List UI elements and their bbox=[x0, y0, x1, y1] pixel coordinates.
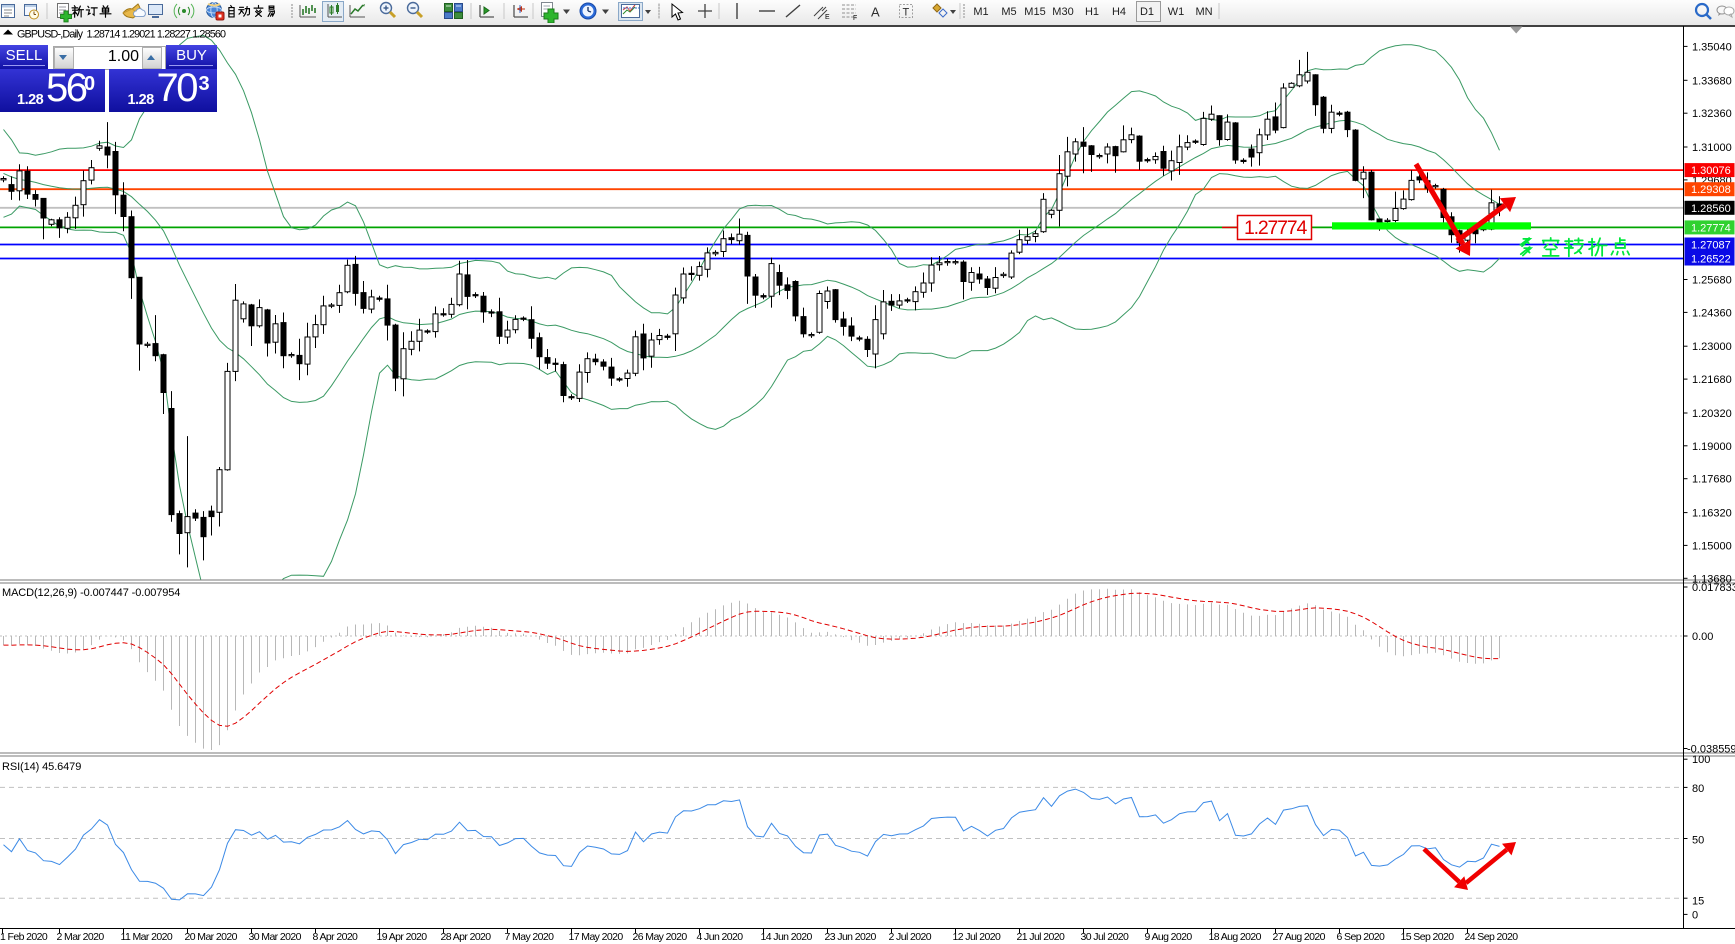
svg-text:30 Mar 2020: 30 Mar 2020 bbox=[249, 931, 302, 943]
svg-text:21 Jul 2020: 21 Jul 2020 bbox=[1017, 931, 1065, 943]
svg-text:1.28560: 1.28560 bbox=[1691, 203, 1731, 215]
svg-text:30 Jul 2020: 30 Jul 2020 bbox=[1081, 931, 1129, 943]
svg-text:20 Mar 2020: 20 Mar 2020 bbox=[185, 931, 238, 943]
svg-text:1.26522: 1.26522 bbox=[1691, 254, 1731, 266]
svg-text:80: 80 bbox=[1692, 783, 1704, 795]
svg-text:H4: H4 bbox=[1112, 6, 1126, 18]
svg-text:1.33680: 1.33680 bbox=[1692, 75, 1732, 87]
svg-text:1.19000: 1.19000 bbox=[1692, 441, 1732, 453]
svg-text:1.13680: 1.13680 bbox=[1692, 573, 1732, 585]
svg-text:M5: M5 bbox=[1001, 6, 1016, 18]
svg-text:12 Jul 2020: 12 Jul 2020 bbox=[953, 931, 1001, 943]
svg-text:A: A bbox=[871, 5, 880, 20]
svg-text:M15: M15 bbox=[1024, 6, 1045, 18]
svg-text:50: 50 bbox=[1692, 834, 1704, 846]
svg-text:1.16320: 1.16320 bbox=[1692, 508, 1732, 520]
svg-text:9 Aug 2020: 9 Aug 2020 bbox=[1145, 931, 1193, 943]
svg-text:1.27087: 1.27087 bbox=[1691, 240, 1731, 252]
svg-text:GBPUSD-,Daily 1.28714 1.29021: GBPUSD-,Daily 1.28714 1.29021 1.28227 1.… bbox=[17, 29, 226, 41]
svg-text:8 Apr 2020: 8 Apr 2020 bbox=[313, 931, 359, 943]
svg-text:MN: MN bbox=[1195, 6, 1212, 18]
svg-text:18 Aug 2020: 18 Aug 2020 bbox=[1209, 931, 1262, 943]
svg-text:1.21680: 1.21680 bbox=[1692, 374, 1732, 386]
svg-text:RSI(14) 45.6479: RSI(14) 45.6479 bbox=[2, 761, 81, 773]
svg-text:1.23000: 1.23000 bbox=[1692, 341, 1732, 353]
svg-text:14 Jun 2020: 14 Jun 2020 bbox=[761, 931, 813, 943]
svg-text:T: T bbox=[903, 7, 910, 19]
svg-text:1.24360: 1.24360 bbox=[1692, 307, 1732, 319]
svg-text:6 Sep 2020: 6 Sep 2020 bbox=[1337, 931, 1385, 943]
svg-text:1.30076: 1.30076 bbox=[1691, 165, 1731, 177]
svg-text:15: 15 bbox=[1692, 895, 1704, 907]
svg-text:28 Apr 2020: 28 Apr 2020 bbox=[441, 931, 492, 943]
svg-text:F: F bbox=[853, 15, 857, 22]
svg-text:0.017833: 0.017833 bbox=[1692, 582, 1735, 594]
svg-text:M30: M30 bbox=[1052, 6, 1073, 18]
svg-text:M1: M1 bbox=[973, 6, 988, 18]
svg-text:1 Feb 2020: 1 Feb 2020 bbox=[0, 931, 48, 943]
svg-text:1.31000: 1.31000 bbox=[1692, 142, 1732, 154]
svg-text:H1: H1 bbox=[1085, 6, 1099, 18]
svg-text:7 May 2020: 7 May 2020 bbox=[505, 931, 555, 943]
svg-text:24 Sep 2020: 24 Sep 2020 bbox=[1465, 931, 1519, 943]
svg-text:1.27774: 1.27774 bbox=[1244, 217, 1307, 239]
svg-text:100: 100 bbox=[1692, 754, 1710, 766]
svg-text:0: 0 bbox=[1692, 909, 1698, 921]
svg-text:D1: D1 bbox=[1140, 6, 1154, 18]
svg-text:E: E bbox=[825, 14, 830, 21]
svg-text:11 Mar 2020: 11 Mar 2020 bbox=[121, 931, 173, 943]
svg-text:1.20320: 1.20320 bbox=[1692, 408, 1732, 420]
svg-text:1.29308: 1.29308 bbox=[1691, 184, 1731, 196]
svg-text:15 Sep 2020: 15 Sep 2020 bbox=[1401, 931, 1455, 943]
svg-text:1.35040: 1.35040 bbox=[1692, 41, 1732, 53]
svg-text:27 Aug 2020: 27 Aug 2020 bbox=[1273, 931, 1326, 943]
svg-text:23 Jun 2020: 23 Jun 2020 bbox=[825, 931, 877, 943]
svg-text:MACD(12,26,9) -0.007447 -0.007: MACD(12,26,9) -0.007447 -0.007954 bbox=[2, 587, 180, 599]
svg-text:1.25680: 1.25680 bbox=[1692, 275, 1732, 287]
svg-text:2 Mar 2020: 2 Mar 2020 bbox=[57, 931, 105, 943]
svg-text:1.27774: 1.27774 bbox=[1691, 222, 1731, 234]
svg-text:1.32360: 1.32360 bbox=[1692, 108, 1732, 120]
svg-text:4 Jun 2020: 4 Jun 2020 bbox=[697, 931, 744, 943]
svg-text:1.15000: 1.15000 bbox=[1692, 540, 1732, 552]
svg-text:19 Apr 2020: 19 Apr 2020 bbox=[377, 931, 428, 943]
svg-text:26 May 2020: 26 May 2020 bbox=[633, 931, 688, 943]
svg-text:1.17680: 1.17680 bbox=[1692, 474, 1732, 486]
svg-text:W1: W1 bbox=[1168, 6, 1185, 18]
svg-text:2 Jul 2020: 2 Jul 2020 bbox=[889, 931, 932, 943]
svg-text:0.00: 0.00 bbox=[1692, 631, 1713, 643]
svg-text:17 May 2020: 17 May 2020 bbox=[569, 931, 624, 943]
svg-text:-0.038559: -0.038559 bbox=[1687, 744, 1735, 756]
